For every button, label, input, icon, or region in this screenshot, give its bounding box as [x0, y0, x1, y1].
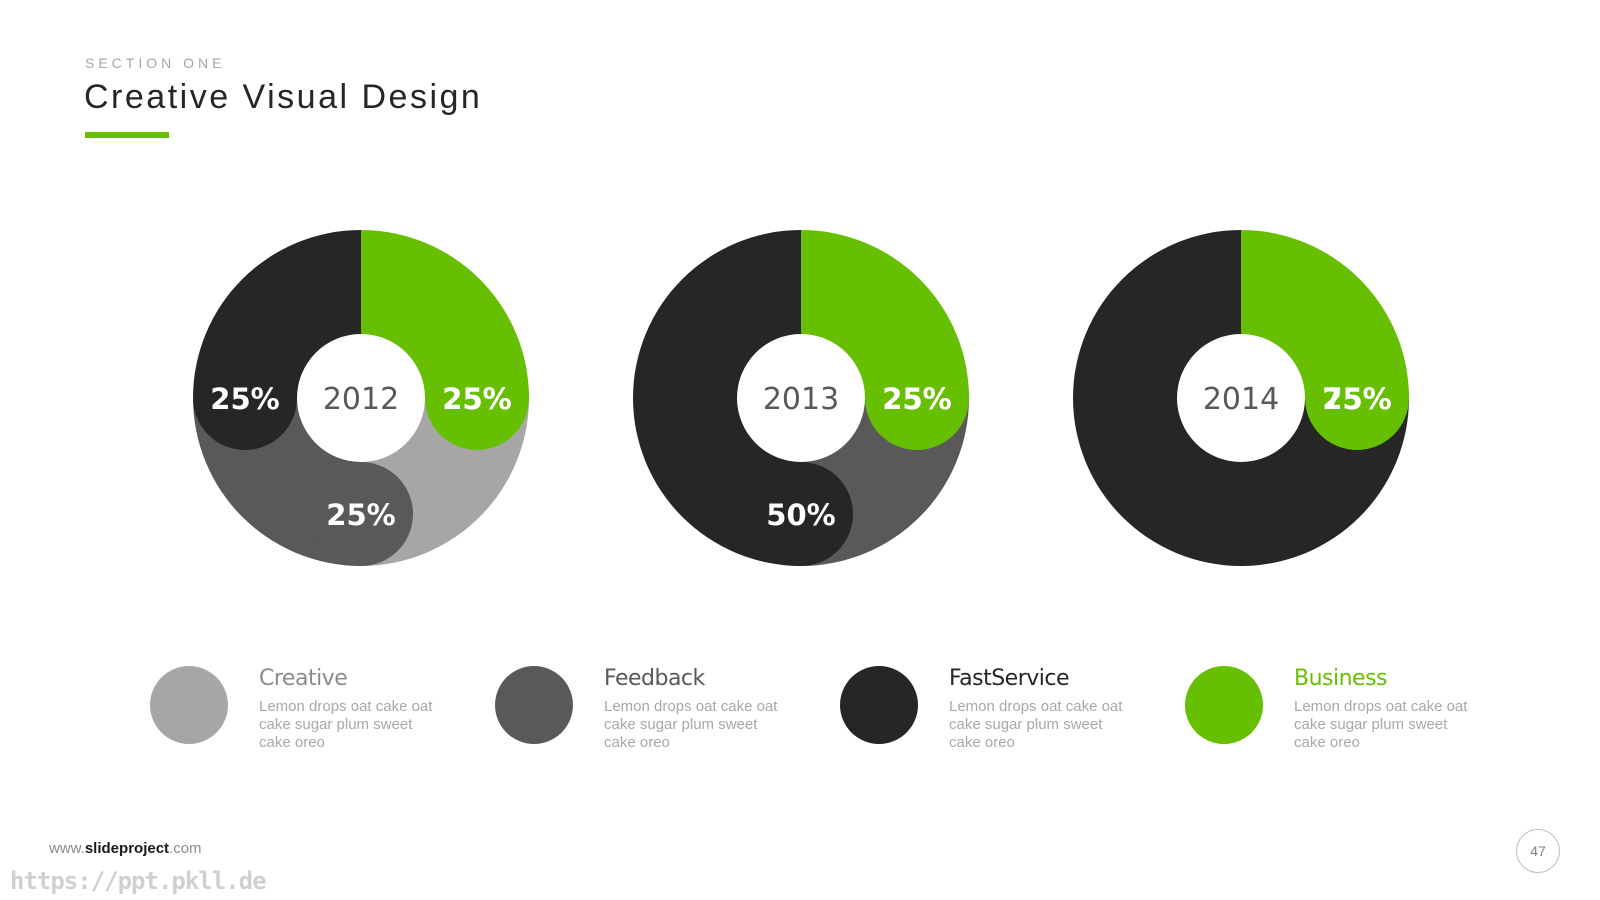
slice-label-fastservice-2012: 25%: [210, 382, 279, 416]
watermark: https://ppt.pkll.de: [10, 867, 267, 895]
legend-name-feedback: Feedback: [604, 666, 705, 691]
slice-label-business-2012: 25%: [442, 382, 511, 416]
legend-desc-feedback: Lemon drops oat cake oat cake sugar plum…: [604, 698, 778, 751]
pie-chart-2012: 2012 25%25%25%25%: [193, 230, 529, 566]
legend-swatch-creative: [150, 666, 228, 744]
slice-label-business-2014: 25%: [1322, 382, 1391, 416]
slice-label-creative-2012: 25%: [442, 382, 511, 416]
legend-desc-creative: Lemon drops oat cake oat cake sugar plum…: [259, 698, 433, 751]
legend-item-creative: Creative Lemon drops oat cake oat cake s…: [150, 666, 470, 756]
legend-item-business: Business Lemon drops oat cake oat cake s…: [1185, 666, 1505, 756]
slice-label-fastservice-2013: 50%: [766, 498, 835, 532]
legend-desc-fastservice: Lemon drops oat cake oat cake sugar plum…: [949, 698, 1123, 751]
pie-chart-2014: 2014 25%75%: [1073, 230, 1409, 566]
slice-cap-fastservice-2012: [193, 346, 297, 450]
slice-cap-business-2012: [425, 346, 529, 450]
slice-label-business-2013: 25%: [882, 382, 951, 416]
center-label-2014: 2014: [1203, 382, 1279, 417]
slice-cap-business-2013: [865, 346, 969, 450]
center-label-2012: 2012: [323, 382, 399, 417]
legend-desc-business: Lemon drops oat cake oat cake sugar plum…: [1294, 698, 1468, 751]
slice-cap-fastservice-2013: [749, 462, 853, 566]
footer-url-suffix: .com: [169, 840, 202, 857]
legend-name-creative: Creative: [259, 666, 348, 691]
center-hole-2012: [297, 334, 425, 462]
legend-swatch-business: [1185, 666, 1263, 744]
slice-label-feedback-2012: 25%: [326, 498, 395, 532]
legend-swatch-fastservice: [840, 666, 918, 744]
slice-fastservice-2013: [633, 230, 801, 566]
legend-name-fastservice: FastService: [949, 666, 1070, 691]
page-number: 47: [1516, 829, 1560, 873]
footer-url-brand: slideproject: [84, 840, 170, 857]
slice-label-fastservice-2014: 75%: [1322, 382, 1391, 416]
center-hole-2014: [1177, 334, 1305, 462]
footer-url-prefix: www.: [49, 840, 85, 857]
page-number-text: 47: [1530, 843, 1546, 859]
legend-name-business: Business: [1294, 666, 1388, 691]
center-hole-2013: [737, 334, 865, 462]
section-label: SECTION ONE: [85, 55, 226, 71]
legend-swatch-feedback: [495, 666, 573, 744]
legend-item-feedback: Feedback Lemon drops oat cake oat cake s…: [495, 666, 815, 756]
footer-url[interactable]: www.slideproject.com: [49, 840, 202, 857]
legend-item-fastservice: FastService Lemon drops oat cake oat cak…: [840, 666, 1160, 756]
title-underline: [85, 132, 169, 138]
slice-label-feedback-2013: 25%: [882, 382, 951, 416]
slice-cap-feedback-2012: [309, 462, 413, 566]
page-title: Creative Visual Design: [84, 78, 483, 116]
center-label-2013: 2013: [763, 382, 839, 417]
slice-cap-business-2014: [1305, 346, 1409, 450]
pie-chart-2013: 2013 25%50%25%: [633, 230, 969, 566]
